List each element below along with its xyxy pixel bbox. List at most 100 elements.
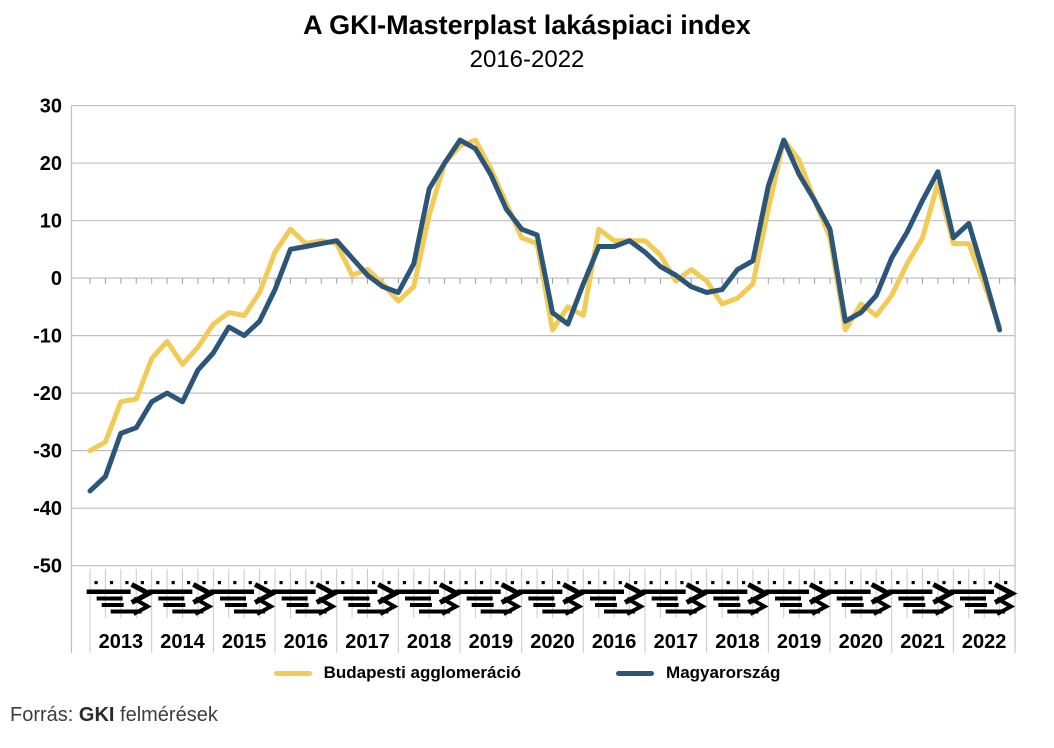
legend-item-hungary: Magyarország	[616, 663, 780, 683]
axis-arrow-bar	[641, 589, 686, 594]
axis-dot-mark	[418, 581, 422, 585]
budapest-line-swatch	[273, 670, 312, 676]
axis-dot-mark	[880, 581, 884, 585]
axis-dot-mark	[896, 581, 900, 585]
axis-arrow-bar	[518, 589, 563, 594]
axis-arrow-bar	[665, 609, 697, 614]
axis-arrow-bar	[826, 589, 871, 594]
axis-arrow-bar	[234, 609, 266, 614]
axis-dot-mark	[140, 581, 144, 585]
year-label: 2022	[962, 631, 1007, 653]
axis-dot-mark	[726, 581, 730, 585]
axis-dot-mark	[372, 581, 376, 585]
axis-arrow-bar	[281, 596, 308, 601]
axis-arrow-head-icon	[256, 596, 276, 616]
axis-dot-mark	[927, 581, 931, 585]
axis-arrow-bar	[703, 589, 748, 594]
axis-dot-mark	[449, 581, 453, 585]
source-suffix: felmérések	[114, 704, 218, 726]
axis-arrow-bar	[405, 596, 432, 601]
axis-dot-mark	[433, 581, 437, 585]
axis-dot-mark	[495, 581, 499, 585]
axis-dot-mark	[957, 581, 962, 585]
axis-arrow-bar	[836, 596, 863, 601]
axis-dot-mark	[464, 581, 468, 585]
axis-arrow-bar	[96, 596, 123, 601]
axis-arrow-bar	[163, 603, 186, 607]
axis-dot-mark	[942, 581, 946, 585]
axis-arrow-bar	[718, 603, 741, 607]
axis-dot-mark	[94, 581, 98, 585]
axis-arrow-bar	[912, 609, 944, 614]
axis-dot-mark	[171, 581, 175, 585]
year-label: 2016	[592, 631, 637, 653]
axis-arrow-head-icon	[317, 596, 337, 616]
axis-dot-mark	[695, 581, 699, 585]
axis-arrow-head-icon	[194, 596, 214, 616]
axis-arrow-bar	[651, 596, 678, 601]
source-prefix: Forrás:	[10, 704, 79, 726]
axis-arrow-bar	[775, 596, 802, 601]
axis-arrow-bar	[357, 609, 389, 614]
axis-arrow-bar	[965, 603, 988, 607]
axis-arrow-bar	[348, 603, 371, 607]
axis-arrow-bar	[528, 596, 555, 601]
axis-arrow-bar	[898, 596, 925, 601]
axis-dot-mark	[603, 581, 607, 585]
axis-arrow-bar	[220, 596, 247, 601]
axis-dot-mark	[865, 581, 869, 585]
axis-dot-mark	[356, 581, 360, 585]
legend-item-budapest: Budapesti agglomeráció	[273, 663, 522, 683]
axis-dot-mark	[680, 581, 684, 585]
axis-arrow-bar	[580, 589, 625, 594]
axis-arrow-bar	[727, 609, 759, 614]
axis-dot-mark	[217, 581, 222, 585]
axis-arrow-bar	[903, 603, 926, 607]
axis-arrow-bar	[656, 603, 679, 607]
year-label: 2014	[160, 631, 205, 653]
year-label: 2018	[407, 631, 452, 653]
axis-arrow-head-icon	[132, 596, 152, 616]
axis-arrow-bar	[148, 589, 193, 594]
y-tick-label: -10	[33, 326, 62, 348]
axis-arrow-head-icon	[441, 596, 461, 616]
axis-arrow-bar	[410, 603, 433, 607]
axis-dot-mark	[664, 581, 669, 585]
line-chart: 30 20 10 0 -10 -20 -30 -40 -50 2013 2014 2015 2016 20…	[33, 96, 1018, 653]
axis-arrow-bar	[158, 596, 185, 601]
axis-dot-mark	[526, 581, 530, 585]
axis-arrow-bar	[101, 603, 124, 607]
axis-dot-mark	[279, 581, 283, 585]
axis-dot-mark	[248, 581, 252, 585]
legend-label-hungary: Magyarország	[666, 663, 781, 682]
axis-arrow-bar	[225, 603, 248, 607]
series-line-hungary	[87, 137, 1003, 494]
axis-dot-mark	[742, 581, 746, 585]
axis-arrow-bar	[395, 589, 440, 594]
legend: Budapesti agglomeráció Magyarország	[0, 663, 1054, 683]
axis-dot-mark	[649, 581, 653, 585]
axis-arrow-bar	[974, 609, 1006, 614]
axis-dot-mark	[772, 581, 777, 585]
y-tick-label: -30	[33, 441, 62, 463]
axis-arrow-bar	[286, 603, 309, 607]
axis-dot-mark	[187, 581, 191, 585]
chart-subtitle: 2016-2022	[469, 46, 585, 73]
axis-dot-mark	[634, 581, 638, 585]
axis-arrow-bar	[456, 589, 501, 594]
axis-arrow-bar	[765, 589, 810, 594]
axis-dot-mark	[109, 581, 114, 585]
axis-arrow-head-icon	[996, 596, 1016, 616]
axis-arrow-bar	[888, 589, 933, 594]
axis-arrow-bar	[480, 609, 512, 614]
axis-arrow-bar	[789, 609, 821, 614]
year-label: 2015	[222, 631, 267, 653]
axis-arrow-bar	[333, 589, 378, 594]
legend-label-budapest: Budapesti agglomeráció	[323, 663, 522, 682]
axis-dot-mark	[510, 581, 514, 585]
axis-arrow-bar	[841, 603, 864, 607]
axis-arrow-bar	[210, 589, 255, 594]
y-tick-label: -20	[33, 383, 62, 405]
axis-dot-mark	[402, 581, 407, 585]
